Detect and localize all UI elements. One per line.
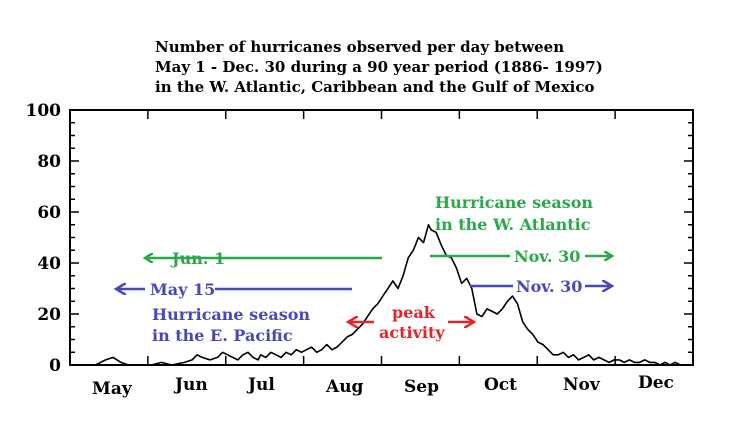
- chart-title-line-1: Number of hurricanes observed per day be…: [155, 38, 564, 56]
- y-tick-label-40: 40: [37, 254, 61, 274]
- pacific-season-label-line-2: in the E. Pacific: [152, 326, 293, 345]
- month-label-oct: Oct: [484, 375, 517, 395]
- atlantic-end-label: Nov. 30: [514, 247, 580, 266]
- month-label-jun: Jun: [173, 375, 208, 395]
- chart-title-line-2: May 1 - Dec. 30 during a 90 year period …: [155, 58, 603, 76]
- atlantic-start-label: Jun. 1: [170, 249, 225, 268]
- pacific-end-label: Nov. 30: [516, 277, 582, 296]
- month-label-sep: Sep: [404, 377, 439, 397]
- peak-label-line-1: peak: [392, 303, 436, 322]
- y-tick-label-20: 20: [37, 305, 61, 325]
- pacific-season-label-line-1: Hurricane season: [152, 305, 310, 324]
- series-line: [70, 224, 681, 366]
- month-label-aug: Aug: [325, 377, 364, 397]
- month-label-may: May: [92, 379, 133, 399]
- y-tick-label-60: 60: [37, 203, 61, 223]
- tick-marks: [70, 109, 693, 366]
- atlantic-season-label-line-2: in the W. Atlantic: [435, 215, 591, 234]
- month-label-dec: Dec: [638, 373, 674, 393]
- y-tick-labels: 0 20 40 60 80 100: [26, 101, 62, 376]
- chart-title-line-3: in the W. Atlantic, Caribbean and the Gu…: [155, 78, 594, 96]
- month-labels: May Jun Jul Aug Sep Oct Nov Dec: [92, 373, 674, 399]
- month-label-nov: Nov: [563, 375, 601, 395]
- peak-label-line-2: activity: [379, 323, 445, 342]
- y-tick-label-80: 80: [37, 152, 61, 172]
- atlantic-season-label-line-1: Hurricane season: [435, 193, 593, 212]
- y-tick-label-0: 0: [49, 356, 61, 376]
- month-label-jul: Jul: [246, 375, 275, 395]
- pacific-start-label: May 15: [150, 280, 215, 299]
- y-tick-label-100: 100: [26, 101, 62, 121]
